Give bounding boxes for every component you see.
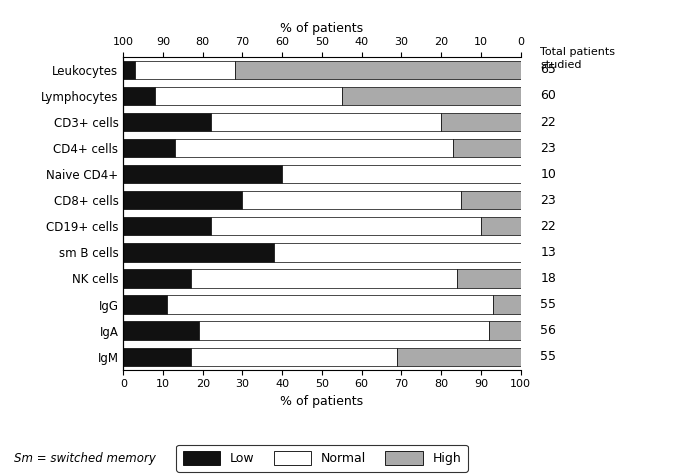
Bar — [274, 243, 521, 262]
Text: 22: 22 — [540, 116, 556, 128]
Bar — [211, 113, 441, 131]
Bar — [123, 61, 135, 79]
Bar — [123, 217, 211, 236]
Text: 60: 60 — [540, 90, 556, 102]
Text: 55: 55 — [540, 298, 556, 311]
Bar — [489, 321, 521, 340]
Bar — [175, 139, 453, 157]
Bar — [481, 217, 521, 236]
Text: Total patients: Total patients — [540, 47, 615, 57]
Bar — [123, 295, 167, 314]
Bar — [191, 347, 397, 366]
Text: 18: 18 — [540, 272, 556, 285]
Text: 23: 23 — [540, 142, 556, 155]
Bar — [123, 321, 199, 340]
Bar — [123, 347, 191, 366]
Text: Sm = switched memory: Sm = switched memory — [14, 452, 155, 465]
Bar — [155, 87, 342, 105]
Bar — [211, 217, 481, 236]
Bar — [199, 321, 489, 340]
Bar — [167, 295, 493, 314]
Bar — [453, 139, 521, 157]
Bar — [191, 269, 457, 288]
Bar — [123, 87, 155, 105]
Bar — [493, 295, 521, 314]
Text: 13: 13 — [540, 246, 556, 259]
Bar — [242, 191, 461, 210]
Text: studied: studied — [540, 60, 582, 70]
Bar — [461, 191, 521, 210]
Bar — [123, 269, 191, 288]
Bar — [342, 87, 521, 105]
Bar — [234, 61, 521, 79]
Bar — [282, 165, 521, 183]
X-axis label: % of patients: % of patients — [280, 22, 364, 35]
Text: 23: 23 — [540, 194, 556, 207]
Bar — [123, 113, 211, 131]
Bar — [123, 139, 175, 157]
Text: 65: 65 — [540, 64, 556, 76]
Bar — [123, 165, 282, 183]
Text: 55: 55 — [540, 350, 556, 363]
Bar — [457, 269, 521, 288]
Legend: Low, Normal, High: Low, Normal, High — [176, 445, 467, 472]
Bar — [397, 347, 521, 366]
Bar — [123, 191, 242, 210]
Text: 10: 10 — [540, 168, 556, 181]
Bar — [123, 243, 274, 262]
Bar — [441, 113, 521, 131]
X-axis label: % of patients: % of patients — [280, 395, 364, 408]
Bar — [135, 61, 234, 79]
Text: 22: 22 — [540, 220, 556, 233]
Text: 56: 56 — [540, 324, 556, 337]
